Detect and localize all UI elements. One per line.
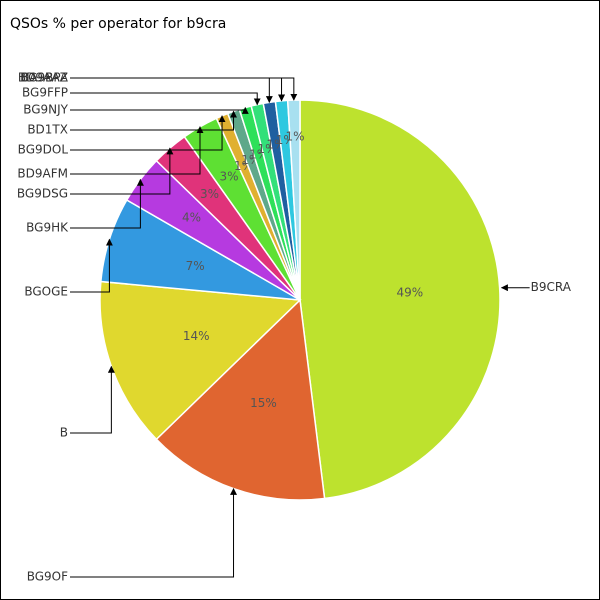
slice-label: 14% (183, 329, 210, 343)
pie-slice (299, 99, 501, 500)
category-label: BG9DOL (18, 143, 69, 157)
slice-label: 7% (186, 259, 205, 273)
chart-title: QSOs % per operator for b9cra (10, 16, 226, 32)
category-label: BG9FFP (22, 86, 68, 100)
leader-line (70, 77, 298, 101)
category-label: BG9HK (26, 221, 69, 235)
leader-line (70, 106, 249, 114)
leader-line (70, 238, 113, 293)
leader-line (70, 365, 115, 434)
category-label: BG9OF (27, 570, 68, 584)
category-label: BD1TX (27, 123, 68, 137)
category-label: BA9PAZ (21, 71, 68, 85)
category-label: B (60, 426, 68, 440)
category-label: BD9AAZ (18, 71, 68, 85)
slice-label: 49% (396, 286, 423, 300)
slice-label: 3% (200, 187, 219, 201)
category-label: B9CRA (531, 280, 572, 294)
slice-label: 4% (182, 211, 201, 225)
category-label: BG9NJY (23, 103, 68, 117)
slice-label: 1% (285, 130, 304, 144)
category-label: BD9AFM (17, 167, 68, 181)
leader-line (70, 147, 174, 195)
category-label: BGOGE (24, 285, 68, 299)
leader-line (70, 487, 238, 578)
category-label: BG9DSG (17, 187, 68, 201)
leader-line (70, 92, 261, 106)
leader-line (70, 110, 238, 131)
slice-label: 15% (250, 396, 277, 410)
leader-line (70, 126, 204, 175)
leader-line (70, 178, 144, 229)
category-label: BG9BPA (20, 71, 69, 85)
slice-label: 3% (219, 170, 238, 184)
leader-line (70, 115, 226, 151)
